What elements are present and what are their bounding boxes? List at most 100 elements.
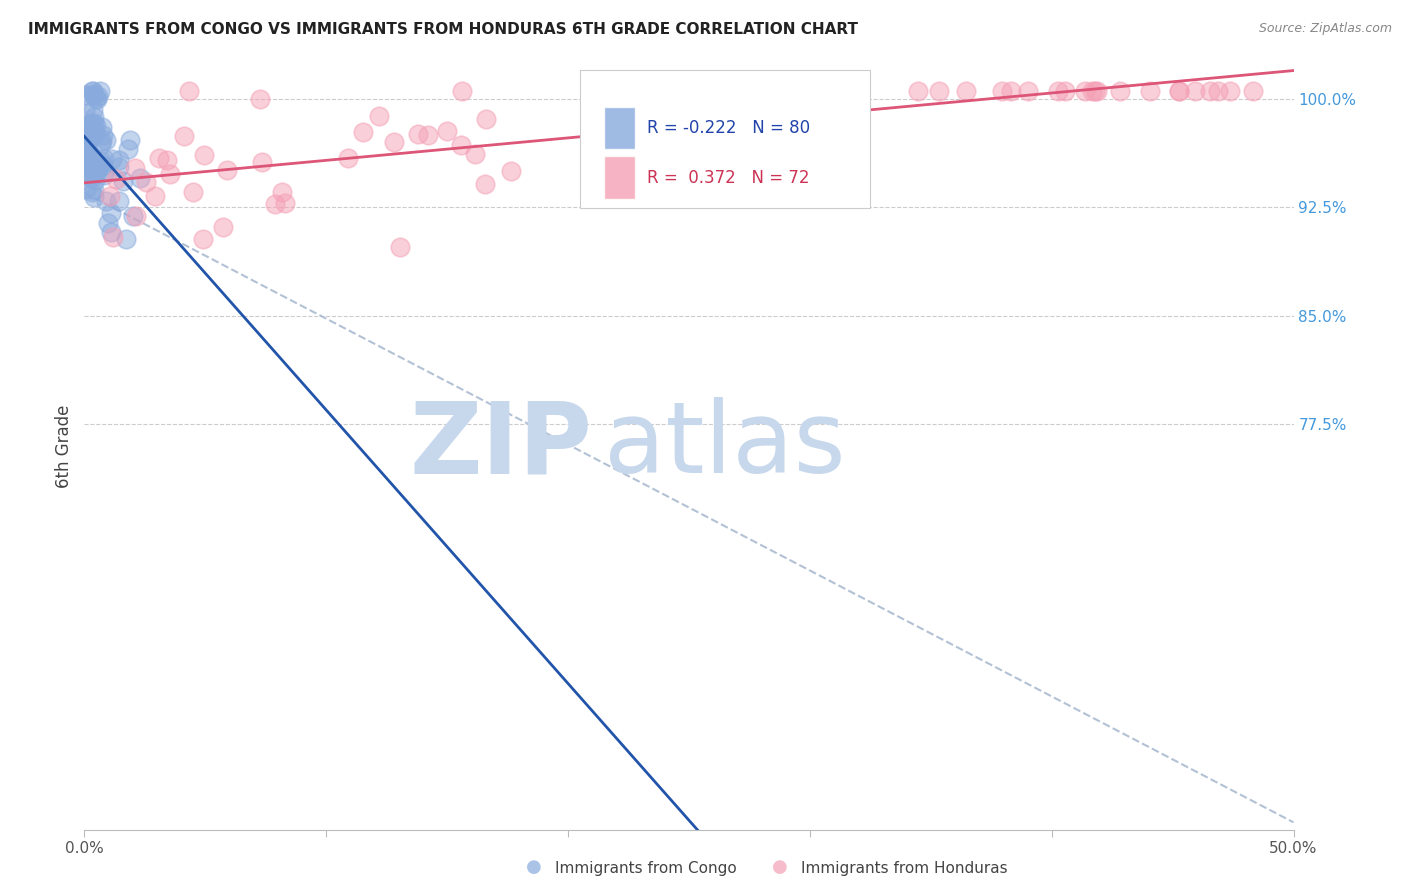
- Point: [83, 183, 105, 197]
- Point: [1206, 84, 1229, 98]
- Point: [89, 156, 111, 170]
- Point: [907, 84, 929, 98]
- Point: [77, 118, 100, 132]
- Point: [80, 171, 103, 186]
- Text: ZIP: ZIP: [409, 398, 592, 494]
- Point: [612, 155, 634, 169]
- Point: [501, 164, 523, 178]
- Point: [474, 177, 496, 191]
- Point: [212, 220, 235, 235]
- Point: [368, 109, 391, 123]
- Point: [76, 145, 98, 159]
- Text: IMMIGRANTS FROM CONGO VS IMMIGRANTS FROM HONDURAS 6TH GRADE CORRELATION CHART: IMMIGRANTS FROM CONGO VS IMMIGRANTS FROM…: [28, 22, 858, 37]
- Text: ●: ●: [526, 858, 543, 876]
- Point: [107, 153, 129, 168]
- Point: [115, 231, 138, 245]
- Point: [337, 151, 360, 165]
- Point: [633, 115, 655, 129]
- Point: [87, 160, 110, 174]
- Point: [82, 118, 104, 132]
- Point: [651, 84, 673, 98]
- Point: [100, 152, 122, 166]
- Point: [84, 125, 107, 139]
- Point: [80, 126, 103, 140]
- Point: [76, 181, 98, 195]
- Point: [406, 127, 429, 141]
- Point: [73, 88, 96, 103]
- Point: [581, 84, 603, 98]
- Point: [1074, 84, 1097, 98]
- Point: [177, 84, 200, 98]
- Point: [143, 188, 166, 202]
- Point: [124, 161, 146, 175]
- Point: [436, 123, 458, 137]
- Point: [1219, 84, 1241, 98]
- Point: [264, 197, 287, 211]
- Point: [122, 209, 145, 223]
- Point: [82, 84, 104, 98]
- Point: [1199, 84, 1222, 98]
- Point: [77, 130, 100, 145]
- Point: [77, 126, 100, 140]
- Point: [1084, 84, 1107, 98]
- Point: [772, 112, 794, 126]
- Text: R = -0.222   N = 80: R = -0.222 N = 80: [647, 119, 810, 136]
- Point: [128, 170, 150, 185]
- Point: [75, 138, 97, 153]
- Point: [758, 112, 780, 126]
- Point: [108, 194, 131, 208]
- Point: [80, 186, 103, 200]
- Point: [101, 230, 124, 244]
- Point: [156, 153, 179, 167]
- Point: [82, 103, 104, 118]
- Point: [86, 89, 108, 103]
- Point: [84, 167, 107, 181]
- Point: [79, 123, 101, 137]
- Point: [217, 163, 239, 178]
- Point: [98, 189, 121, 203]
- Point: [124, 209, 146, 223]
- Point: [94, 133, 117, 147]
- Point: [990, 84, 1012, 98]
- Point: [181, 185, 204, 199]
- Text: atlas: atlas: [605, 398, 846, 494]
- Point: [76, 150, 98, 164]
- Point: [75, 139, 97, 153]
- Point: [624, 147, 647, 161]
- Point: [97, 216, 120, 230]
- Point: [79, 169, 101, 183]
- Point: [90, 136, 112, 151]
- Point: [90, 134, 112, 148]
- Point: [249, 92, 271, 106]
- Point: [82, 164, 104, 178]
- Point: [135, 176, 157, 190]
- Point: [75, 158, 97, 172]
- Point: [1081, 84, 1104, 98]
- Point: [1167, 84, 1189, 98]
- Point: [93, 164, 115, 178]
- Point: [173, 129, 195, 144]
- Point: [91, 120, 114, 134]
- Point: [80, 128, 103, 143]
- Point: [252, 155, 274, 169]
- Point: [631, 98, 654, 112]
- Text: ●: ●: [772, 858, 789, 876]
- Point: [91, 128, 114, 142]
- Point: [450, 137, 472, 152]
- Point: [1054, 84, 1077, 98]
- Point: [82, 123, 104, 137]
- Point: [1047, 84, 1070, 98]
- Point: [89, 84, 111, 98]
- Point: [84, 91, 107, 105]
- Point: [77, 133, 100, 147]
- Point: [638, 130, 661, 145]
- Point: [100, 225, 122, 239]
- Point: [955, 84, 977, 98]
- Point: [104, 172, 127, 186]
- Point: [82, 162, 104, 177]
- Point: [83, 159, 105, 173]
- Point: [352, 125, 374, 139]
- Point: [83, 190, 105, 204]
- Y-axis label: 6th Grade: 6th Grade: [55, 404, 73, 488]
- Point: [193, 148, 215, 162]
